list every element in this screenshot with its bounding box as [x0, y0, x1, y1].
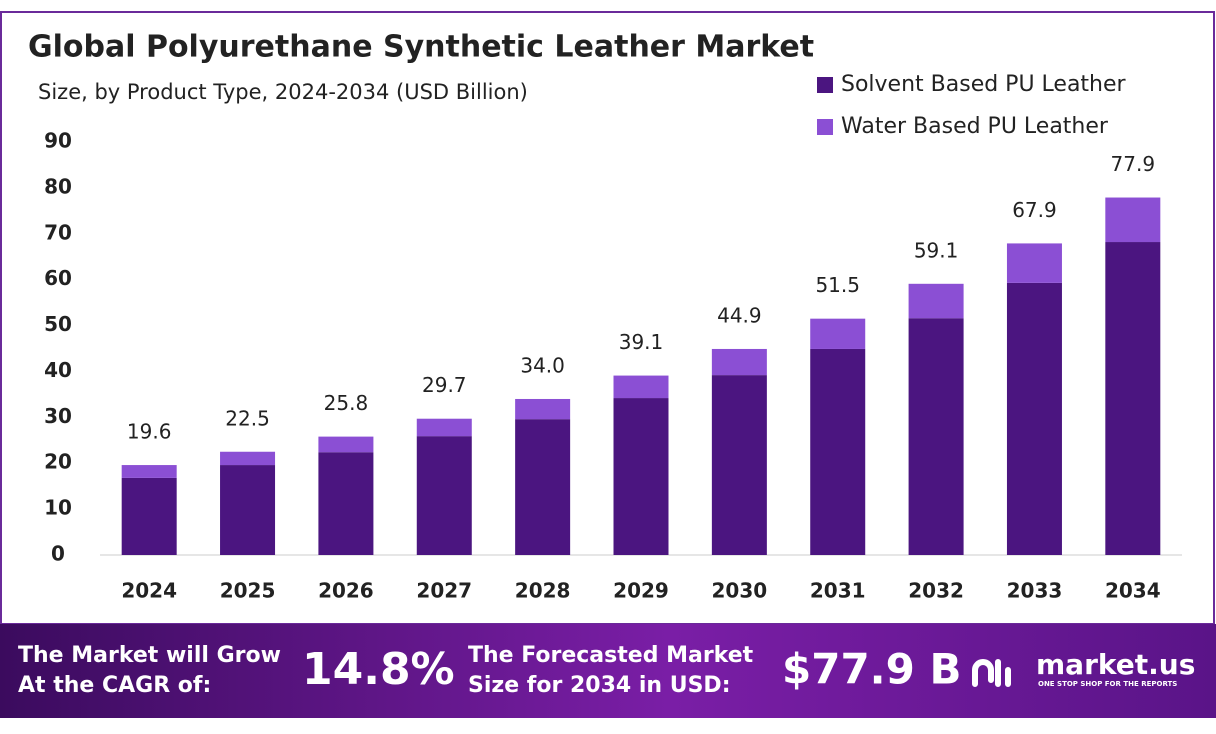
x-tick-label: 2027	[416, 579, 472, 603]
bar-segment	[515, 398, 571, 420]
bar-segment	[121, 477, 177, 555]
bar-segment	[416, 418, 472, 437]
total-label: 19.6	[127, 420, 172, 444]
chart-subtitle: Size, by Product Type, 2024-2034 (USD Bi…	[38, 80, 528, 104]
x-tick-label: 2030	[712, 579, 768, 603]
bar-segment	[318, 436, 374, 453]
chart-title: Global Polyurethane Synthetic Leather Ma…	[28, 30, 814, 65]
total-label: 34.0	[520, 353, 565, 377]
total-label: 51.5	[815, 273, 860, 297]
bar-segment	[810, 318, 866, 349]
total-label: 25.8	[324, 391, 369, 415]
x-tick-label: 2024	[121, 579, 177, 603]
x-tick-label: 2032	[908, 579, 964, 603]
x-tick-label: 2033	[1007, 579, 1063, 603]
bar-segment	[810, 348, 866, 555]
x-tick-label: 2025	[220, 579, 276, 603]
bar-segment	[1105, 197, 1161, 243]
forecast-label: The Forecasted Market	[468, 643, 754, 668]
brand-logo	[972, 659, 1011, 687]
bar-segment	[613, 375, 669, 399]
y-tick-label: 90	[44, 129, 72, 153]
y-tick-label: 70	[44, 220, 72, 244]
bar-segment	[220, 451, 276, 466]
total-label: 22.5	[225, 406, 270, 430]
x-tick-label: 2028	[515, 579, 571, 603]
total-label: 59.1	[914, 238, 959, 262]
legend-swatch	[817, 119, 833, 135]
y-tick-label: 50	[44, 312, 72, 336]
x-tick-label: 2034	[1105, 579, 1161, 603]
footer-banner	[0, 624, 1216, 718]
legend-label: Solvent Based PU Leather	[841, 72, 1127, 97]
brand-tagline: ONE STOP SHOP FOR THE REPORTS	[1038, 680, 1177, 688]
y-tick-label: 40	[44, 358, 72, 382]
y-tick-label: 0	[51, 542, 65, 566]
total-label: 67.9	[1012, 198, 1057, 222]
bar-segment	[1105, 242, 1161, 555]
bar-segment	[121, 465, 177, 478]
legend-swatch	[817, 77, 833, 93]
total-label: 39.1	[619, 330, 664, 354]
bar-segment	[220, 465, 276, 555]
bar-segment	[416, 436, 472, 555]
bar-segment	[515, 419, 571, 555]
forecast-value: $77.9 B	[782, 645, 961, 694]
bar-segment	[711, 348, 767, 376]
total-label: 29.7	[422, 373, 467, 397]
y-tick-label: 10	[44, 496, 72, 520]
cagr-label: At the CAGR of:	[18, 673, 211, 698]
total-label: 77.9	[1111, 152, 1156, 176]
bar-segment	[1006, 243, 1062, 283]
bar-segment	[908, 318, 964, 555]
y-tick-label: 80	[44, 174, 72, 198]
x-tick-label: 2029	[613, 579, 669, 603]
bar-segment	[1006, 282, 1062, 555]
forecast-label: Size for 2034 in USD:	[468, 673, 731, 698]
y-tick-label: 20	[44, 450, 72, 474]
legend-label: Water Based PU Leather	[841, 114, 1109, 139]
y-tick-label: 60	[44, 266, 72, 290]
y-tick-label: 30	[44, 404, 72, 428]
total-label: 44.9	[717, 303, 762, 327]
bar-segment	[711, 375, 767, 555]
brand-name: market.us	[1036, 648, 1195, 681]
x-tick-label: 2026	[318, 579, 374, 603]
x-tick-label: 2031	[810, 579, 866, 603]
cagr-label: The Market will Grow	[18, 643, 281, 668]
bar-segment	[908, 283, 964, 319]
bar-segment	[613, 398, 669, 555]
bar-segment	[318, 452, 374, 555]
cagr-value: 14.8%	[302, 644, 455, 695]
